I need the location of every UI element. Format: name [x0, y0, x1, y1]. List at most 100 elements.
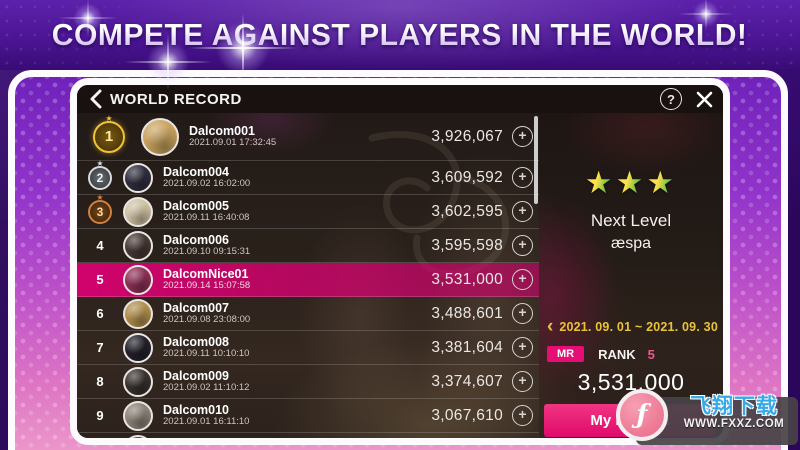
score-value: 3,374,607 — [431, 372, 503, 390]
player-avatar — [123, 332, 153, 363]
close-button[interactable] — [696, 91, 713, 108]
player-avatar — [123, 298, 153, 329]
rank-cell: 3 — [77, 199, 123, 224]
rank-cell: 5 — [77, 272, 123, 287]
add-friend-button[interactable]: + — [512, 371, 533, 392]
rank-number: 4 — [96, 238, 104, 253]
season-date-range: 2021. 09. 01 ~ 2021. 09. 30 — [559, 319, 718, 334]
leaderboard-row[interactable]: 6 Dalcom007 2021.09.08 23:08:00 3,488,60… — [77, 297, 539, 331]
player-name: DalcomNice01 — [163, 266, 249, 281]
player-avatar — [123, 434, 153, 438]
player-name: Dalcom010 — [163, 402, 230, 417]
watermark-logo-icon: ƒ — [616, 389, 668, 441]
rank-badge: 3 — [88, 199, 112, 224]
player-avatar — [123, 366, 153, 397]
rank-cell: 2 — [77, 165, 123, 190]
score-timestamp: 2021.09.01 16:11:10 — [163, 416, 250, 428]
score-timestamp: 2021.09.08 23:08:00 — [163, 314, 251, 326]
song-title: Next Level — [590, 211, 672, 230]
score-timestamp: 2021.09.02 16:02:00 — [163, 178, 251, 190]
rank-value: 5 — [647, 346, 655, 362]
rank-badge: 2 — [88, 165, 112, 190]
leaderboard-list: 1 Dalcom001 2021.09.01 17:32:45 3,926,06… — [77, 113, 539, 438]
rank-cell: 6 — [77, 306, 123, 321]
add-friend-button[interactable]: + — [512, 405, 533, 426]
score-value: 3,488,601 — [431, 304, 503, 322]
watermark-site-name: 飞翔下载 — [690, 395, 778, 418]
player-name: Dalcom005 — [163, 198, 230, 213]
leaderboard-row[interactable]: 9 Dalcom010 2021.09.01 16:11:10 3,067,61… — [77, 399, 539, 433]
leaderboard-row[interactable]: 8 Dalcom009 2021.09.02 11:10:12 3,374,60… — [77, 365, 539, 399]
player-name: Dalcom006 — [163, 232, 230, 247]
add-friend-button[interactable]: + — [512, 201, 533, 222]
score-value: 3,067,610 — [431, 406, 503, 424]
score-value: 3,926,067 — [431, 127, 503, 145]
leaderboard-row[interactable]: 4 Dalcom006 2021.09.10 09:15:31 3,595,59… — [77, 229, 539, 263]
player-avatar — [141, 117, 179, 156]
help-button[interactable]: ? — [660, 88, 682, 110]
score-value: 3,609,592 — [431, 168, 503, 186]
player-name: Dalcom007 — [163, 300, 230, 315]
world-record-window: WORLD RECORD ? 1 — [70, 78, 730, 445]
leaderboard-row[interactable]: 7 Dalcom008 2021.09.11 10:10:10 3,381,60… — [77, 331, 539, 365]
chevron-left-icon: ‹ — [547, 316, 554, 337]
prev-season-button[interactable]: ‹ — [547, 317, 553, 336]
rank-number: 9 — [96, 408, 104, 423]
score-value: 3,595,598 — [431, 236, 503, 254]
banner-title: COMPETE AGAINST PLAYERS IN THE WORLD! — [52, 17, 748, 52]
score-timestamp: 2021.09.10 09:15:31 — [163, 246, 251, 258]
window-title: WORLD RECORD — [110, 90, 242, 108]
leaderboard-rows: 1 Dalcom001 2021.09.01 17:32:45 3,926,06… — [77, 113, 539, 438]
artist-name: æspa — [610, 235, 652, 252]
leaderboard-row[interactable]: 1 Dalcom001 2021.09.01 17:32:45 3,926,06… — [77, 113, 539, 161]
score-timestamp: 2021.09.14 15:07:58 — [163, 280, 251, 292]
rank-number: 5 — [96, 272, 104, 287]
player-avatar — [123, 162, 153, 193]
score-timestamp: 2021.09.01 17:32:45 — [189, 137, 277, 149]
add-friend-button[interactable]: + — [512, 167, 533, 188]
player-name: Dalcom004 — [163, 164, 230, 179]
rank-number: 8 — [96, 374, 104, 389]
difficulty-stars: ★★★ — [539, 165, 723, 201]
player-name: Dalcom009 — [163, 368, 230, 383]
rank-cell: 8 — [77, 374, 123, 389]
site-watermark: ƒ 飞翔下载 WWW.FXXZ.COM — [616, 389, 798, 445]
rank-cell: 7 — [77, 340, 123, 355]
add-friend-button[interactable]: + — [512, 337, 533, 358]
window-body: 1 Dalcom001 2021.09.01 17:32:45 3,926,06… — [77, 113, 723, 438]
score-value: 3,531,000 — [431, 270, 503, 288]
leaderboard-row[interactable]: 10 Dalcom011 + — [77, 433, 539, 438]
question-mark-icon: ? — [667, 91, 675, 107]
player-name: Dalcom008 — [163, 334, 230, 349]
player-avatar — [123, 230, 153, 261]
player-avatar — [123, 400, 153, 431]
leaderboard-row[interactable]: 2 Dalcom004 2021.09.02 16:02:00 3,609,59… — [77, 161, 539, 195]
leaderboard-row[interactable]: 5 DalcomNice01 2021.09.14 15:07:58 3,531… — [77, 263, 539, 297]
add-friend-button[interactable]: + — [512, 269, 533, 290]
promo-banner: COMPETE AGAINST PLAYERS IN THE WORLD! — [0, 0, 800, 83]
mode-badge: MR — [547, 346, 585, 362]
star-icon: ★ — [646, 165, 678, 200]
summary-panel: ★★★ Next Level æspa ‹ 2021. 09. 01 ~ 202… — [539, 113, 723, 438]
score-value: 3,602,595 — [431, 202, 503, 220]
player-name: Dalcom001 — [189, 123, 256, 138]
back-button[interactable] — [89, 89, 102, 109]
score-timestamp: 2021.09.02 11:10:12 — [163, 382, 250, 394]
add-friend-button[interactable]: + — [512, 126, 533, 147]
my-rank-row: MR RANK 5 — [547, 346, 655, 362]
watermark-site-url: WWW.FXXZ.COM — [683, 418, 785, 431]
add-friend-button[interactable]: + — [512, 303, 533, 324]
player-avatar — [123, 264, 153, 295]
rank-cell: 4 — [77, 238, 123, 253]
rank-cell: 1 — [77, 120, 141, 153]
rank-label: RANK — [598, 346, 636, 362]
star-icon: ★ — [584, 165, 616, 200]
rank-number: 6 — [96, 306, 104, 321]
list-scrollbar[interactable] — [534, 116, 538, 204]
leaderboard-row[interactable]: 3 Dalcom005 2021.09.11 16:40:08 3,602,59… — [77, 195, 539, 229]
add-friend-button[interactable]: + — [512, 235, 533, 256]
star-icon: ★ — [615, 165, 647, 200]
banner-dot-pattern — [0, 0, 800, 70]
back-chevron-icon — [90, 89, 102, 109]
score-timestamp: 2021.09.11 16:40:08 — [163, 212, 250, 224]
